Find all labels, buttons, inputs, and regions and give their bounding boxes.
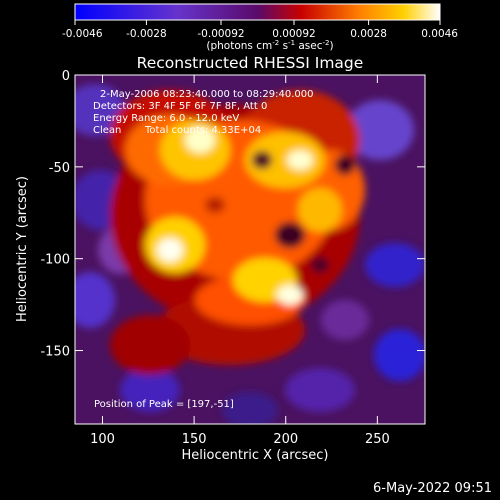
colorbar-tick-labels: -0.0046 -0.0028 -0.00092 0.00092 0.0028 0.004… [62,28,458,40]
annotation-total-counts: Total counts: 4.33E+04 [144,125,261,136]
annotation-time-range: 2-May-2006 08:23:40.000 to 08:29:40.000 [100,89,313,100]
heatmap-image [75,75,425,424]
annotation-clean: Clean [93,125,121,136]
y-tick-label: 0 [62,69,70,84]
chart-title: Reconstructed RHESSI Image [137,54,364,72]
annotation-detectors: Detectors: 3F 4F 5F 6F 7F 8F, Att 0 [93,101,267,112]
x-axis-ticks [101,75,378,424]
x-tick-label: 100 [90,432,115,447]
x-axis-label: Heliocentric X (arcsec) [182,448,329,463]
y-axis-label: Heliocentric Y (arcsec) [15,176,30,322]
footer-timestamp: 6-May-2022 09:51 [373,481,492,496]
y-tick-label: -100 [40,253,70,268]
y-axis-tick-labels: 0 -50 -100 -150 [40,69,70,360]
colorbar-unit-label: (photons cm-2 s-1 asec-2) [206,39,333,52]
x-tick-label: 200 [273,432,298,447]
colorbar-tick-label: -0.0028 [126,28,167,40]
colorbar-ticks [74,20,441,25]
x-axis-tick-labels: 100 150 200 250 [90,432,390,447]
y-axis-ticks [75,74,425,352]
y-tick-label: -50 [49,161,70,176]
colorbar-tick-label: 0.0028 [350,28,387,40]
x-tick-label: 150 [182,432,207,447]
annotation-energy: Energy Range: 6.0 - 12.0 keV [93,113,239,124]
colorbar-tick-label: -0.00092 [197,28,244,40]
y-tick-label: -150 [40,345,70,360]
plot-frame [74,74,426,425]
colorbar [74,3,441,21]
x-tick-label: 250 [365,432,390,447]
annotation-peak-position: Position of Peak = [197,-51] [94,399,234,410]
colorbar-tick-label: 0.00092 [272,28,315,40]
colorbar-tick-label: -0.0046 [62,28,103,40]
colorbar-tick-label: 0.0046 [421,28,458,40]
